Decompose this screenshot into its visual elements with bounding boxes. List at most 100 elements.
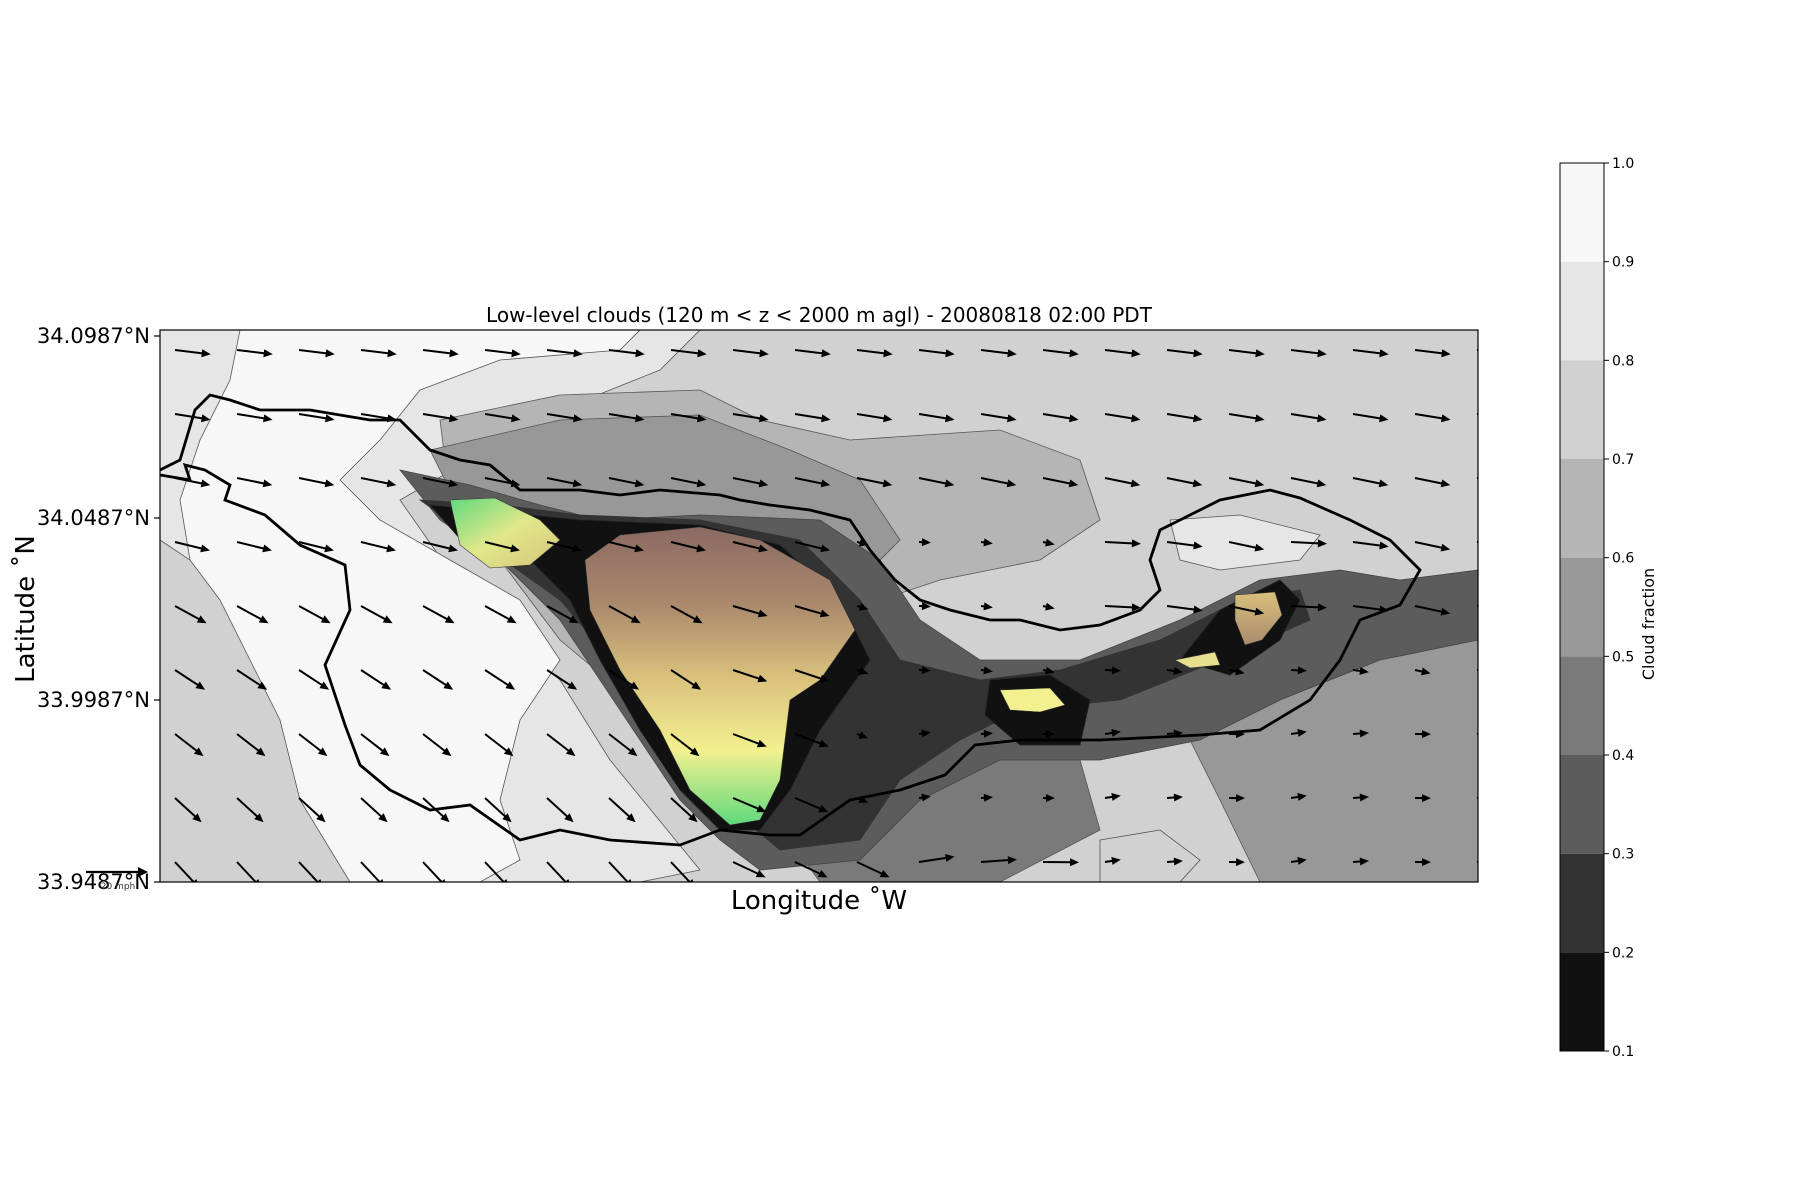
- colorbar-level-1: [1560, 952, 1604, 1051]
- wind-vector-head: [627, 879, 632, 882]
- wind-vector-head: [1359, 793, 1369, 802]
- wind-vector-head: [921, 729, 931, 738]
- colorbar-level-5: [1560, 557, 1604, 657]
- wind-vector-head: [921, 602, 931, 611]
- wind-vector-head: [921, 666, 931, 675]
- wind-vector-head: [254, 813, 264, 823]
- wind-vector-head: [1006, 479, 1017, 488]
- colorbar-level-2: [1560, 853, 1604, 953]
- wind-vector-head: [921, 538, 931, 547]
- wind-vector-shaft: [546, 349, 577, 355]
- wind-vector-head: [1379, 605, 1389, 614]
- wind-vector-shaft: [732, 349, 763, 355]
- wind-vector-shaft: [298, 349, 329, 355]
- wind-vector-shaft: [546, 733, 572, 754]
- wind-vector-shaft: [918, 349, 949, 355]
- wind-vector-head: [1111, 856, 1121, 865]
- wind-vector-shaft: [484, 733, 510, 754]
- wind-vector-head: [821, 349, 831, 358]
- y-tick-label-2: 34.0487°N: [37, 506, 150, 530]
- wind-vector-head: [1483, 857, 1492, 865]
- wind-vector-head: [317, 879, 322, 882]
- wind-vector-head: [201, 349, 211, 358]
- wind-vector-shaft: [546, 541, 577, 551]
- quiver-key-label: 20 mph: [101, 882, 136, 892]
- wind-vector-head: [879, 869, 890, 878]
- wind-vector-shaft: [360, 541, 391, 551]
- wind-vector-head: [634, 544, 644, 553]
- chart-title: Low-level clouds (120 m < z < 2000 m agl…: [486, 303, 1153, 327]
- plot-area: [160, 330, 1478, 882]
- colorbar-tick-label-9: 0.2: [1612, 945, 1634, 961]
- wind-vector-shaft: [670, 797, 694, 819]
- wind-vector-shaft: [670, 349, 701, 355]
- wind-vector-head: [1131, 539, 1141, 548]
- wind-vector-shaft: [236, 541, 267, 551]
- wind-vector-head: [1173, 857, 1183, 866]
- y-tick-label-1: 34.0987°N: [37, 324, 150, 348]
- wind-vector-shaft: [1166, 413, 1197, 420]
- wind-vector-head: [1045, 794, 1055, 803]
- cloud-contour-south: [1099, 829, 1201, 882]
- wind-vector-head: [1317, 603, 1327, 612]
- wind-vector-head: [192, 813, 202, 823]
- wind-vector-shaft: [236, 605, 264, 622]
- wind-vector-head: [858, 538, 869, 547]
- wind-vector-shaft: [484, 861, 506, 882]
- wind-vector-shaft: [1228, 413, 1259, 420]
- wind-vector-head: [1173, 729, 1183, 738]
- wind-vector-shaft: [236, 477, 267, 485]
- wind-vector-head: [858, 667, 869, 675]
- wind-vector-head: [627, 747, 638, 757]
- cloud-contour-east: [1169, 514, 1321, 571]
- wind-vector-shaft: [1290, 541, 1322, 545]
- wind-vector-head: [564, 813, 574, 823]
- wind-vector-head: [1235, 794, 1245, 803]
- wind-vectors: [174, 349, 1492, 882]
- wind-vector-shaft: [546, 669, 573, 688]
- wind-vector-head: [1193, 414, 1203, 423]
- wind-vector-shaft: [546, 413, 577, 420]
- wind-vector-shaft: [1414, 541, 1445, 550]
- wind-vector-head: [756, 739, 767, 748]
- wind-vector-head: [757, 674, 768, 683]
- wind-vector-shaft: [174, 349, 205, 355]
- wind-vector-shaft: [1476, 541, 1478, 544]
- wind-vector-shaft: [1290, 477, 1321, 485]
- wind-vector-shaft: [608, 413, 639, 420]
- wind-vector-head: [386, 544, 396, 553]
- wind-vector-head: [568, 615, 579, 624]
- wind-vector-shaft: [546, 797, 570, 819]
- wind-vector-head: [983, 729, 993, 738]
- wind-vector-shaft: [360, 349, 391, 355]
- wind-vector-head: [1421, 730, 1431, 739]
- y-axis: 34.0987°N 34.0487°N 33.9987°N 33.9487°N: [37, 324, 160, 894]
- wind-vector-shaft: [794, 669, 824, 681]
- wind-vector-head: [262, 544, 272, 553]
- wind-vector-head: [505, 681, 516, 690]
- colorbar-frame: [1559, 162, 1605, 1052]
- wind-vector-head: [1379, 349, 1389, 358]
- wind-vector-head: [565, 747, 576, 757]
- colorbar-tick-label-1: 1.0: [1612, 156, 1634, 172]
- wind-vector-head: [821, 414, 831, 423]
- wind-vector-head: [443, 681, 454, 690]
- wind-vector-head: [818, 739, 829, 748]
- wind-vector-shaft: [670, 477, 701, 485]
- wind-vector-head: [983, 793, 993, 802]
- wind-vector-head: [1378, 479, 1389, 488]
- wind-vector-shaft: [484, 605, 512, 622]
- wind-vector-shaft: [236, 861, 258, 882]
- wind-vector-head: [629, 681, 640, 690]
- wind-vector-head: [1359, 666, 1369, 675]
- terrain-main: [584, 526, 856, 826]
- wind-vector-head: [635, 414, 645, 423]
- wind-vector-head: [511, 414, 521, 423]
- wind-vector-shaft: [546, 605, 574, 622]
- wind-vector-shaft: [608, 605, 636, 622]
- wind-vector-head: [448, 544, 458, 553]
- wind-vector-head: [1254, 479, 1265, 488]
- wind-vector-head: [193, 879, 198, 882]
- wind-vector-shaft: [174, 477, 205, 485]
- wind-vector-head: [382, 615, 393, 624]
